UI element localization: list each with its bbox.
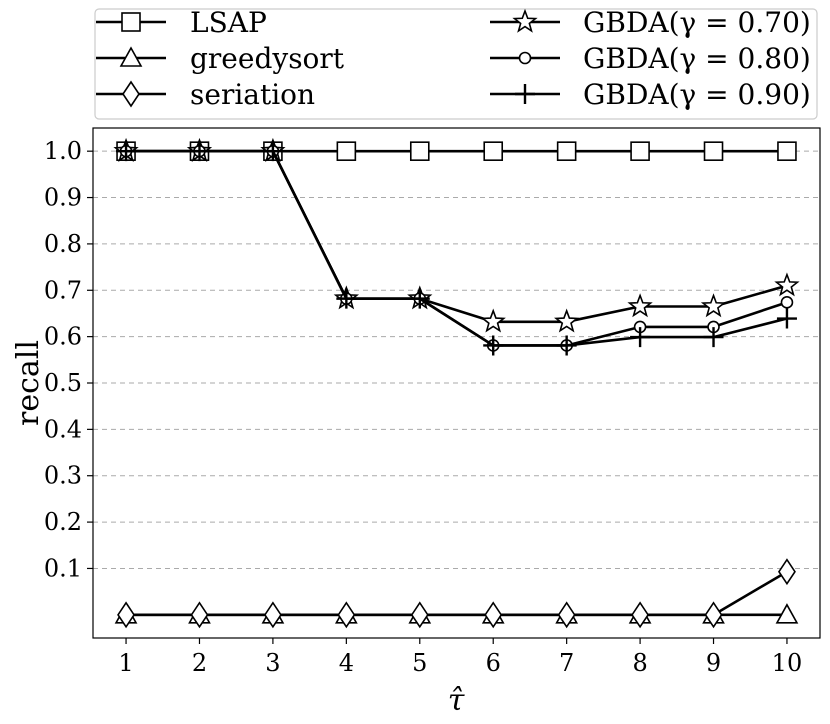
series-line: [126, 149, 788, 347]
data-point: [556, 141, 577, 161]
legend-marker: [512, 8, 538, 33]
x-tick-label: 5: [412, 649, 427, 677]
data-point: [556, 335, 577, 356]
y-tick-label: 0.2: [44, 508, 82, 536]
data-point: [190, 601, 209, 629]
x-tick-label: 6: [486, 649, 501, 677]
x-tick-label: 4: [339, 649, 354, 677]
data-point: [631, 601, 650, 629]
data-point: [262, 141, 283, 162]
data-point: [780, 296, 794, 309]
legend-label: LSAP: [190, 6, 267, 39]
x-axis-label: τ̂: [448, 683, 465, 718]
data-point: [554, 308, 580, 333]
data-point: [337, 601, 356, 629]
data-point: [409, 141, 430, 161]
x-tick-label: 1: [118, 649, 133, 677]
data-point: [700, 293, 727, 318]
y-tick-label: 0.5: [44, 369, 82, 397]
y-tick-label: 0.4: [44, 415, 82, 443]
series-line: [126, 570, 788, 617]
data-point: [336, 141, 357, 161]
axes: 0.1 0.2 0.3 0.4 0.5 0.6 0.7 0.8 0.9 1.0 1 2 3 4 5 6 7 8 9 1…: [44, 137, 802, 677]
data-point: [557, 601, 576, 629]
legend-marker: [515, 84, 535, 104]
legend-label: GBDA(γ = 0.70): [583, 6, 811, 39]
legend-box: [94, 8, 818, 120]
series-seriation: [117, 558, 796, 629]
data-point: [484, 601, 503, 629]
data-point: [410, 601, 429, 629]
legend-label: seriation: [190, 78, 315, 111]
data-point: [409, 288, 430, 309]
legend-label: GBDA(γ = 0.80): [583, 42, 811, 75]
data-point: [483, 335, 504, 356]
series-gbda-0-70: [113, 137, 800, 333]
y-tick-label: 0.1: [44, 554, 82, 582]
y-tick-label: 0.7: [44, 276, 82, 304]
legend-entry-gbda-0-80: GBDA(γ = 0.80): [490, 42, 811, 75]
data-point: [703, 141, 724, 161]
series-layer: [113, 137, 800, 629]
data-point: [704, 601, 723, 629]
data-point: [630, 141, 650, 161]
y-tick-label: 0.9: [44, 184, 82, 212]
legend-entry-greedysort: greedysort: [96, 42, 345, 75]
y-tick-label: 1.0: [44, 137, 82, 165]
y-axis-label: recall: [11, 340, 46, 426]
data-point: [703, 327, 724, 348]
data-point: [777, 141, 797, 161]
y-tick-label: 0.8: [44, 230, 82, 258]
legend-entry-lsap: LSAP: [96, 6, 267, 39]
x-tick-label: 7: [559, 649, 574, 677]
data-point: [480, 308, 506, 333]
data-point: [483, 141, 504, 161]
legend-entry-seriation: seriation: [96, 78, 315, 111]
data-point: [777, 558, 796, 586]
data-point: [263, 601, 282, 629]
x-tick-label: 3: [265, 649, 280, 677]
grid: [93, 150, 820, 569]
legend-label: GBDA(γ = 0.90): [583, 78, 811, 111]
legend-label: greedysort: [190, 42, 345, 75]
x-tick-label: 10: [772, 649, 803, 677]
y-tick-label: 0.6: [44, 323, 82, 351]
series-line: [126, 149, 788, 324]
legend-entry-gbda-0-90: GBDA(γ = 0.90): [490, 78, 811, 111]
legend-marker: [122, 80, 140, 108]
data-point: [627, 293, 653, 318]
data-point: [630, 327, 651, 348]
series-gbda-0-90: [116, 141, 797, 356]
x-tick-label: 2: [192, 649, 207, 677]
data-point: [189, 141, 210, 162]
legend-marker: [518, 51, 532, 65]
data-point: [775, 603, 799, 624]
legend-marker: [121, 12, 141, 32]
data-point: [336, 288, 357, 309]
legend-entry-gbda-0-70: GBDA(γ = 0.70): [490, 6, 811, 39]
data-point: [774, 272, 800, 297]
legend-marker: [119, 46, 143, 67]
series-line: [126, 149, 788, 347]
x-tick-label: 8: [632, 649, 647, 677]
data-point: [116, 141, 137, 162]
data-point: [117, 601, 136, 629]
y-tick-label: 0.3: [44, 462, 82, 490]
series-gbda-0-80: [119, 144, 794, 352]
data-point: [776, 308, 797, 329]
x-tick-label: 9: [706, 649, 721, 677]
